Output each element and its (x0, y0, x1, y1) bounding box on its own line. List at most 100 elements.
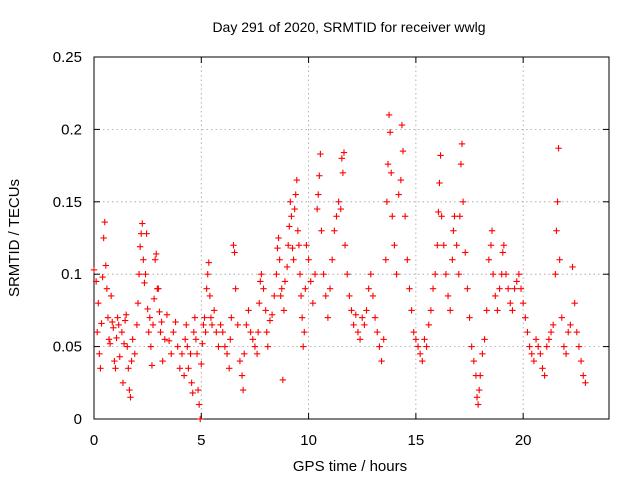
data-point (251, 343, 259, 350)
data-point (376, 343, 383, 350)
data-point (423, 343, 430, 350)
data-point (183, 321, 190, 329)
data-point (457, 160, 465, 168)
data-point (163, 311, 171, 318)
data-point (180, 372, 188, 379)
data-point (207, 314, 215, 321)
data-point (397, 176, 405, 184)
data-point (532, 336, 540, 343)
data-point (429, 285, 437, 292)
data-point (449, 256, 456, 263)
data-point (90, 266, 98, 274)
data-point (141, 279, 148, 287)
data-point (488, 227, 496, 234)
data-point (331, 227, 338, 234)
data-point (256, 299, 263, 307)
data-point (278, 285, 285, 292)
data-point (440, 242, 447, 249)
data-point (494, 307, 501, 314)
data-point (406, 285, 413, 292)
y-tick-label: 0.1 (61, 266, 82, 283)
y-tick-label: 0.05 (53, 339, 82, 356)
data-point (302, 285, 309, 292)
data-point (204, 271, 211, 278)
data-point (260, 285, 267, 292)
data-point (124, 343, 131, 350)
data-point (103, 285, 111, 292)
data-point (313, 205, 321, 213)
data-point (257, 278, 264, 285)
data-point (247, 328, 254, 336)
data-point (300, 343, 307, 350)
data-point (268, 311, 276, 318)
data-point (437, 152, 444, 159)
data-point (374, 328, 381, 336)
data-point (151, 256, 159, 263)
data-point (517, 285, 525, 292)
data-point (378, 357, 385, 365)
data-point (118, 328, 126, 336)
data-point (98, 320, 105, 327)
data-point (128, 357, 135, 365)
data-point (382, 256, 390, 263)
data-point (346, 292, 353, 300)
data-point (526, 343, 533, 350)
y-tick-label: 0 (74, 411, 82, 428)
data-point (447, 307, 454, 314)
data-point (438, 213, 445, 220)
data-point (115, 321, 122, 329)
data-point (159, 357, 166, 365)
data-point (192, 336, 200, 343)
data-point (575, 343, 583, 350)
data-point (258, 271, 265, 278)
data-point (371, 314, 379, 321)
data-point (350, 321, 357, 329)
y-tick-label: 0.25 (53, 49, 82, 66)
data-point (442, 271, 450, 278)
data-point (92, 278, 100, 285)
data-point (126, 386, 133, 394)
data-point (97, 365, 104, 372)
data-point (189, 389, 196, 397)
data-point (294, 227, 302, 234)
data-point (404, 256, 411, 263)
data-point (266, 317, 274, 324)
data-point (530, 357, 538, 365)
data-point (215, 343, 222, 350)
data-point (475, 386, 483, 394)
data-point (391, 242, 398, 249)
data-point (558, 314, 565, 321)
data-point (401, 213, 409, 220)
data-point (416, 350, 424, 358)
data-point (102, 262, 110, 269)
data-point (436, 179, 443, 187)
data-point (288, 213, 295, 220)
data-point (296, 271, 304, 278)
data-point (197, 415, 204, 423)
data-point (112, 365, 119, 372)
data-point (200, 321, 207, 329)
data-point (354, 328, 362, 336)
data-point (335, 198, 342, 205)
data-point (487, 242, 495, 249)
data-point (474, 401, 482, 408)
data-point (293, 176, 300, 184)
data-point (554, 198, 561, 205)
data-point (550, 321, 557, 329)
data-point (131, 350, 138, 358)
data-point (133, 321, 141, 329)
data-point (534, 343, 542, 350)
data-point (172, 318, 179, 326)
data-point (577, 357, 585, 365)
data-point (254, 328, 262, 336)
data-point (462, 249, 469, 256)
data-point (515, 271, 523, 278)
data-point (206, 292, 214, 300)
data-point (113, 334, 120, 342)
data-point (148, 362, 156, 369)
data-point (105, 336, 113, 343)
data-point (243, 321, 250, 329)
data-point (213, 328, 220, 336)
data-point (245, 307, 252, 314)
data-point (451, 213, 458, 220)
